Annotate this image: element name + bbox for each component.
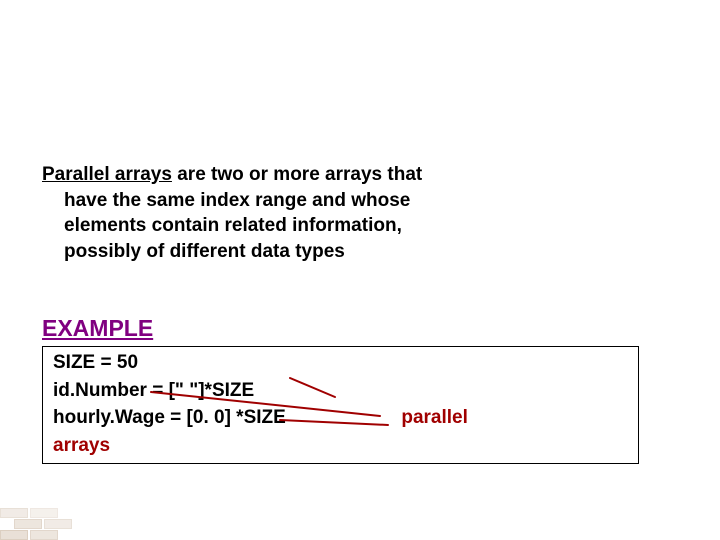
- definition-line3: elements contain related information,: [42, 213, 602, 239]
- definition-paragraph: Parallel arrays are two or more arrays t…: [42, 162, 602, 265]
- example-line3: hourly.Wage = [0. 0] *SIZE parallel: [53, 404, 628, 432]
- definition-line2: have the same index range and whose: [42, 188, 602, 214]
- example-line2: id.Number = [" "]*SIZE: [53, 377, 628, 405]
- arrays-label: arrays: [53, 435, 110, 456]
- example-heading: EXAMPLE: [42, 315, 153, 342]
- example-line4: arrays: [53, 432, 628, 460]
- parallel-label: parallel: [401, 407, 468, 428]
- slide: Parallel arrays are two or more arrays t…: [0, 0, 720, 540]
- definition-line4: possibly of different data types: [42, 239, 602, 265]
- example-box: SIZE = 50 id.Number = [" "]*SIZE hourly.…: [42, 346, 639, 464]
- example-line3-left: hourly.Wage = [0. 0] *SIZE: [53, 407, 286, 428]
- definition-rest1: are two or more arrays that: [172, 164, 422, 185]
- footer-decoration: [0, 500, 90, 540]
- example-line1: SIZE = 50: [53, 349, 628, 377]
- definition-line1: Parallel arrays are two or more arrays t…: [42, 162, 602, 188]
- definition-term: Parallel arrays: [42, 164, 172, 185]
